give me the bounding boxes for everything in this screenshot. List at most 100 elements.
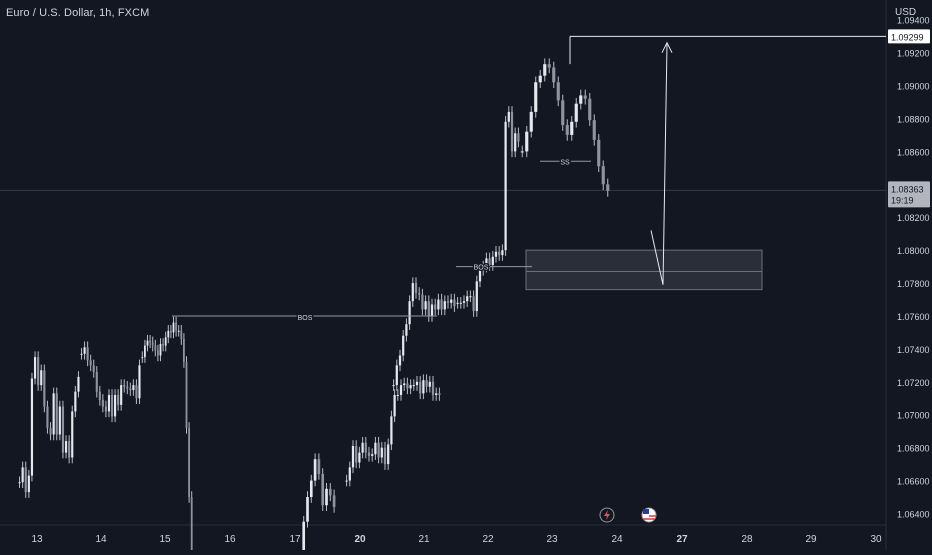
candle-14-8 <box>104 406 107 412</box>
target-price-value: 1.09299 <box>891 32 924 42</box>
candle-21-19 <box>453 299 456 307</box>
candle-22-2 <box>462 301 466 303</box>
candle-23-6 <box>547 64 551 68</box>
candle-20-17 <box>399 385 403 395</box>
candle-20-14 <box>390 416 393 445</box>
symbol-title[interactable]: Euro / U.S. Dollar, 1h, FXCM <box>6 7 150 19</box>
candle-20-24 <box>422 380 425 394</box>
y-tick-label: 1.07400 <box>897 345 930 355</box>
candle-15-7 <box>159 343 162 356</box>
candle-22-10 <box>488 258 491 265</box>
x-tick-label: 21 <box>418 534 430 545</box>
candle-20-20 <box>409 385 412 389</box>
candle-20-8 <box>371 454 374 456</box>
candle-20-28 <box>435 393 438 395</box>
candle-21-2 <box>398 355 402 366</box>
candle-21-5 <box>408 301 411 325</box>
candle-13-1 <box>21 467 24 483</box>
candle-20-11 <box>380 447 383 458</box>
candle-17-5 <box>317 459 321 474</box>
projection-path[interactable] <box>650 44 668 285</box>
y-tick-label: 1.06400 <box>897 509 930 519</box>
candle-21-1 <box>395 365 398 386</box>
candle-20-29 <box>438 393 441 395</box>
candle-23-14 <box>583 95 587 99</box>
candle-20-16 <box>396 394 399 396</box>
candle-20-12 <box>383 447 387 465</box>
candle-14-11 <box>114 394 117 417</box>
candle-17-2 <box>306 497 309 522</box>
candle-15-8 <box>162 343 165 346</box>
y-tick-label: 1.07600 <box>897 312 930 322</box>
candle-13-10 <box>49 427 52 435</box>
candle-15-16 <box>182 339 185 363</box>
candle-20-26 <box>428 381 431 387</box>
candle-17-3 <box>309 480 313 498</box>
candle-13-9 <box>46 406 49 428</box>
candle-15-19 <box>190 497 193 555</box>
candle-20-3 <box>355 446 358 463</box>
candle-14-5 <box>95 371 98 392</box>
candle-21-14 <box>437 299 440 310</box>
candle-14-17 <box>132 385 135 391</box>
candle-15-14 <box>177 330 180 332</box>
candle-22-5 <box>472 296 475 312</box>
candle-17-4 <box>313 459 317 481</box>
candle-20-15 <box>393 394 396 417</box>
lightning-event-icon[interactable] <box>599 507 615 523</box>
candle-23-1 <box>525 131 529 152</box>
x-tick-label: 23 <box>546 534 558 545</box>
y-tick-label: 1.07800 <box>897 279 930 289</box>
bos-label-2: BOS <box>474 265 489 272</box>
candle-20-9 <box>374 442 377 455</box>
candle-15-6 <box>156 350 159 356</box>
candle-15-9 <box>164 337 167 346</box>
candle-21-4 <box>405 324 408 336</box>
candle-22-13 <box>498 251 501 256</box>
candle-15-15 <box>180 330 183 340</box>
candle-countdown: 19:19 <box>891 195 914 205</box>
candle-20-7 <box>367 452 371 456</box>
candle-23-9 <box>561 100 565 126</box>
candle-21-15 <box>440 299 443 310</box>
bos-label-1: BOS <box>298 315 313 322</box>
candle-14-1 <box>83 347 86 354</box>
candle-14-3 <box>89 360 92 366</box>
candle-15-10 <box>167 330 170 338</box>
candle-23-13 <box>579 95 583 104</box>
candle-14-6 <box>98 391 101 400</box>
candle-21-8 <box>418 292 421 295</box>
candle-15-4 <box>151 342 154 346</box>
candle-14-2 <box>86 347 89 361</box>
candle-22-9 <box>485 258 488 267</box>
candle-20-18 <box>403 383 406 386</box>
candle-23-5 <box>543 64 547 76</box>
y-tick-label: 1.06600 <box>897 477 930 487</box>
candle-23-7 <box>552 67 556 83</box>
candle-20-22 <box>415 381 419 386</box>
candle-22-15 <box>504 121 507 251</box>
candle-20-5 <box>361 442 364 453</box>
candle-20-2 <box>351 446 355 468</box>
candle-14-4 <box>92 365 95 372</box>
y-tick-label: 1.09200 <box>897 49 930 59</box>
candle-14-9 <box>107 394 111 412</box>
candle-13-3 <box>27 475 30 493</box>
x-tick-label: 15 <box>159 534 171 545</box>
candle-22-7 <box>478 269 482 282</box>
candle-17-7 <box>325 488 328 506</box>
candle-21-12 <box>430 304 434 316</box>
lightning-glyph <box>604 510 610 520</box>
y-tick-label: 1.08600 <box>897 147 930 157</box>
candle-14-16 <box>129 388 132 391</box>
candle-23-15 <box>588 98 592 121</box>
candle-21-16 <box>443 301 446 310</box>
x-tick-label: 29 <box>805 534 817 545</box>
demand-zone[interactable] <box>525 249 763 291</box>
candle-13-15 <box>64 441 68 453</box>
ss-label: SS <box>560 159 570 166</box>
y-tick-label: 1.07000 <box>897 411 930 421</box>
candle-15-5 <box>154 345 157 351</box>
